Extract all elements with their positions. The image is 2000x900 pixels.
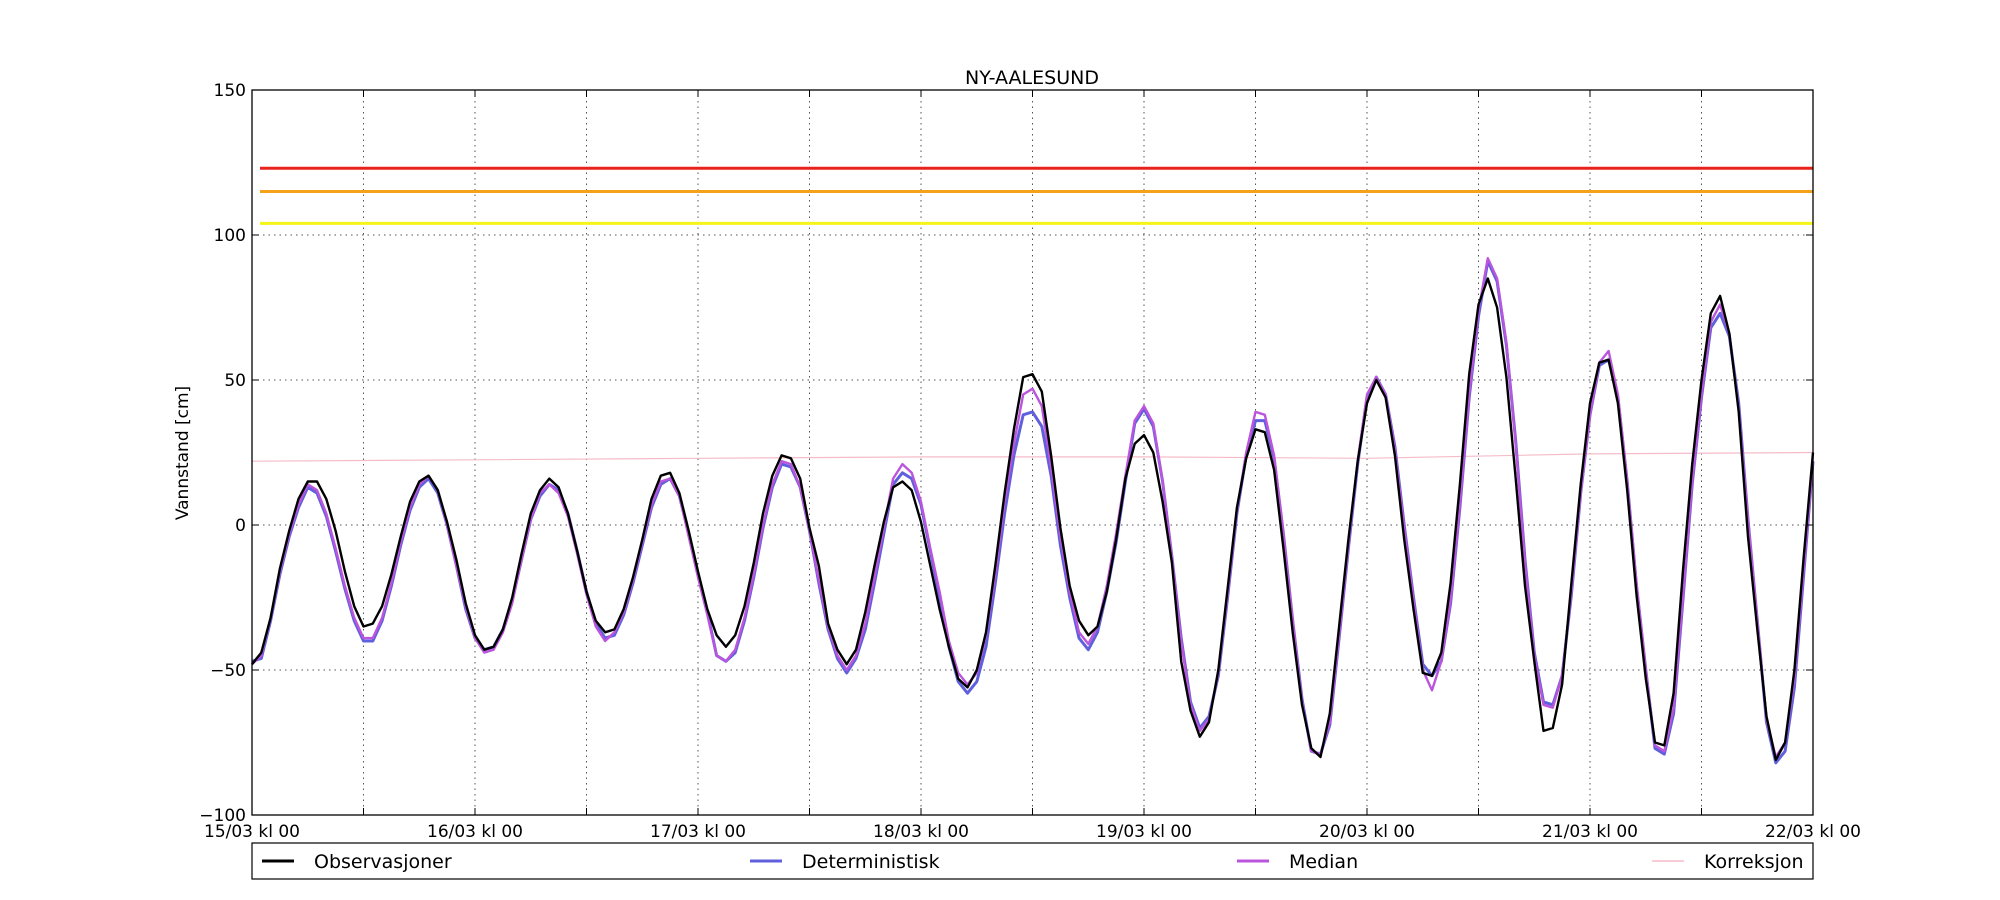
x-tick-label: 22/03 kl 00 (1765, 822, 1861, 842)
legend-box (251, 842, 1814, 880)
series-line-median (251, 257, 1815, 759)
x-tick-label: 20/03 kl 00 (1319, 822, 1415, 842)
y-tick-label: −100 (199, 806, 246, 826)
threshold-lines (260, 166, 1813, 225)
x-tick-label: 16/03 kl 00 (427, 822, 523, 842)
x-tick-label: 19/03 kl 00 (1096, 822, 1192, 842)
series-lines (251, 257, 1815, 765)
y-tick-label: 0 (235, 516, 246, 536)
legend: Observasjoner Deterministisk Median Korreks… (251, 842, 1814, 880)
y-tick-label: 150 (214, 81, 246, 101)
series-line-korreksjon (251, 451, 1814, 462)
series-line-observasjoner (251, 277, 1815, 762)
legend-label-median: Median (1289, 851, 1358, 873)
chart-title: NY-AALESUND (965, 67, 1099, 89)
y-tick-label: 50 (224, 371, 246, 391)
legend-label-observasjoner: Observasjoner (314, 851, 452, 873)
x-axis-ticks: 15/03 kl 00 16/03 kl 00 17/03 kl 00 18/03 k… (204, 90, 1861, 842)
x-tick-label: 15/03 kl 00 (204, 822, 300, 842)
legend-label-deterministisk: Deterministisk (802, 851, 940, 873)
y-tick-label: 100 (214, 226, 246, 246)
legend-label-korreksjon: Korreksjon (1704, 851, 1804, 873)
x-tick-label: 17/03 kl 00 (650, 822, 746, 842)
y-axis-ticks: 150 100 50 0 −50 −100 (199, 81, 1813, 826)
x-tick-label: 18/03 kl 00 (873, 822, 969, 842)
x-tick-label: 21/03 kl 00 (1542, 822, 1638, 842)
y-tick-label: −50 (210, 661, 246, 681)
y-axis-label: Vannstand [cm] (173, 386, 193, 520)
